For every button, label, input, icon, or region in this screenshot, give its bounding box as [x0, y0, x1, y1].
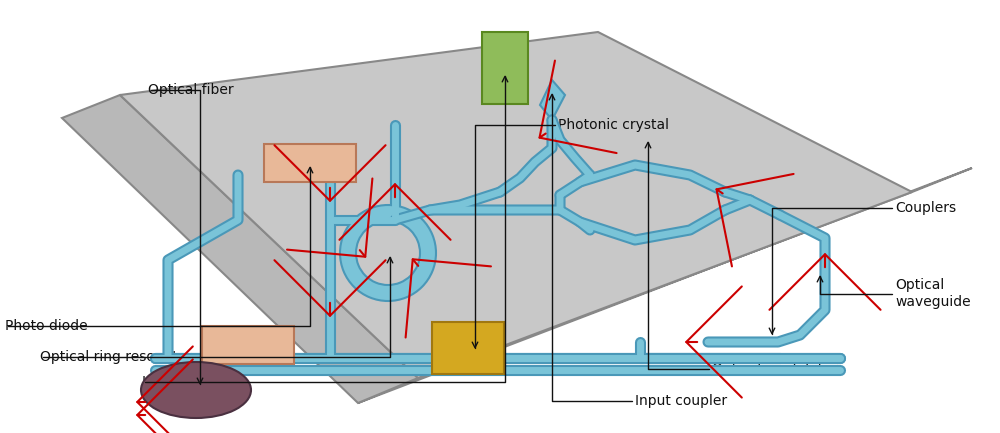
FancyBboxPatch shape	[432, 322, 504, 374]
Text: Photonic crystal: Photonic crystal	[558, 118, 669, 132]
Polygon shape	[540, 80, 565, 120]
Text: Couplers: Couplers	[895, 201, 956, 215]
Polygon shape	[62, 95, 418, 403]
Text: Optical ring resonator: Optical ring resonator	[40, 350, 192, 364]
FancyBboxPatch shape	[482, 32, 528, 104]
Polygon shape	[120, 32, 912, 378]
Text: Photo diode: Photo diode	[5, 319, 88, 333]
Text: Optical modulator: Optical modulator	[712, 362, 838, 376]
FancyBboxPatch shape	[202, 326, 294, 364]
Text: Input coupler: Input coupler	[635, 394, 727, 407]
Text: Optical
waveguide: Optical waveguide	[895, 278, 971, 309]
Text: Laser: Laser	[142, 375, 180, 389]
Text: Optical fiber: Optical fiber	[148, 83, 234, 97]
Ellipse shape	[141, 362, 251, 418]
FancyBboxPatch shape	[264, 144, 356, 182]
Polygon shape	[358, 168, 972, 403]
